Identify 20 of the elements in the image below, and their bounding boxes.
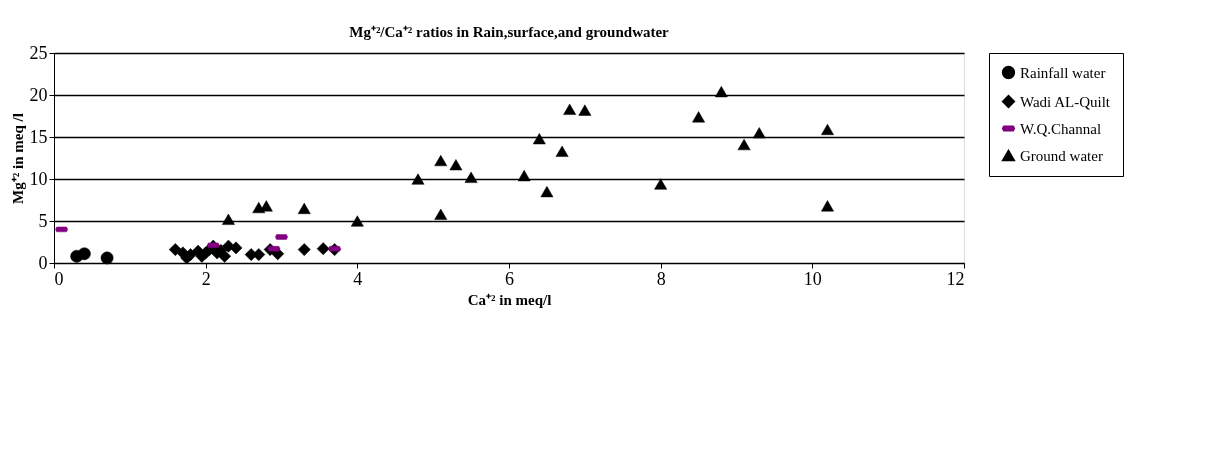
- y-tick-label: 0: [38, 252, 48, 273]
- legend-label: Wadi AL-Quilt: [1020, 93, 1111, 110]
- x-tick-label: 2: [201, 268, 211, 289]
- y-tick-label: 20: [29, 84, 48, 105]
- x-tick-label: 4: [353, 268, 363, 289]
- y-tick-label: 25: [29, 42, 48, 63]
- x-tick-label: 8: [656, 268, 666, 289]
- y-axis-title: Mg⁺² in meq /l: [9, 113, 26, 204]
- y-tick-label: 15: [29, 126, 48, 147]
- y-tick-label: 5: [38, 210, 48, 231]
- chart-title: Mg⁺²/Ca⁺² ratios in Rain,surface,and groundwater: [349, 24, 670, 40]
- x-tick-label: 6: [505, 268, 514, 289]
- legend-label: Rainfall water: [1020, 64, 1106, 81]
- x-tick-label: 0: [54, 268, 64, 289]
- legend-label: W.Q.Channal: [1020, 120, 1102, 137]
- x-axis-title: Ca⁺² in meq/l: [467, 291, 552, 308]
- y-tick-label: 10: [29, 168, 48, 189]
- x-tick-label: 10: [803, 268, 822, 289]
- legend-label: Ground water: [1020, 147, 1103, 164]
- x-tick-label: 12: [946, 268, 965, 289]
